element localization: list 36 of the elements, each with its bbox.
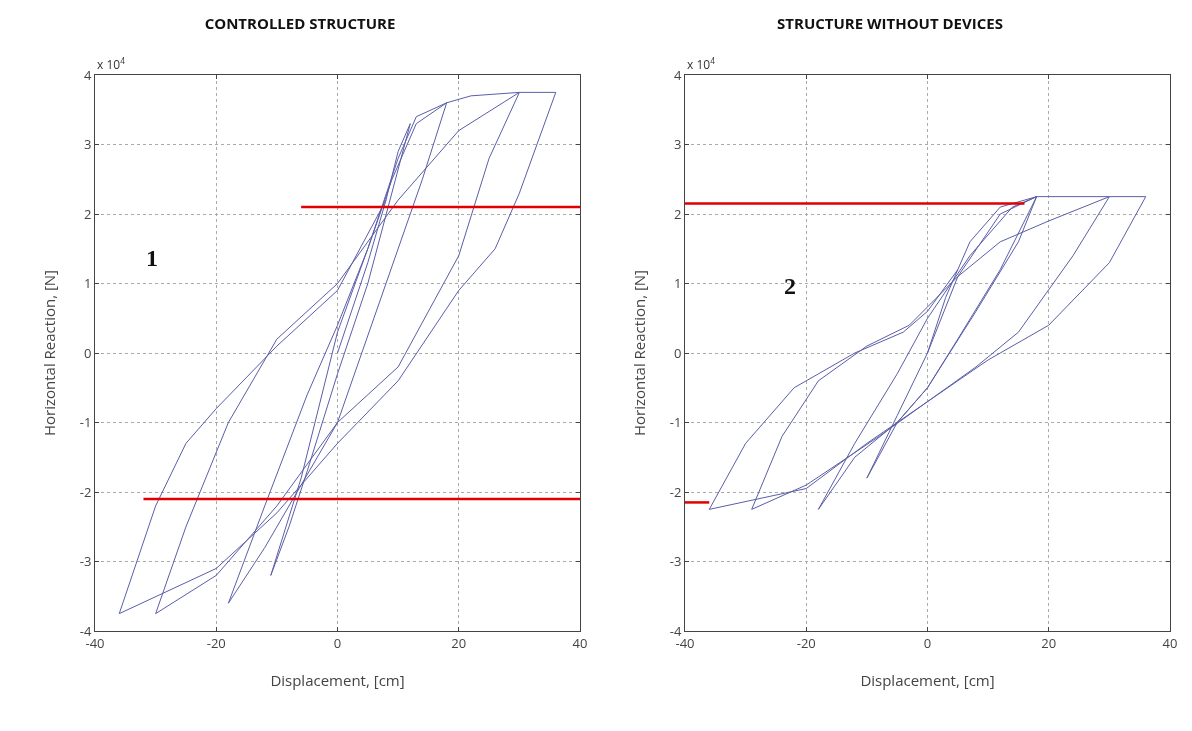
y-tick-label: 2 [83,204,92,223]
y-tick-label: -1 [79,413,92,432]
text: x 10$^{4}$ [687,55,716,74]
annotation: 2 [784,273,796,299]
x-tick-label: 40 [1162,633,1178,652]
x-axis-title: Displacement, [cm] [860,670,995,690]
chart-title: STRUCTURE WITHOUT DEVICES [777,12,1003,33]
x-axis-title: Displacement, [cm] [270,670,405,690]
y-axis-title: Horizontal Reaction, [N] [39,269,59,437]
y-tick-label: -1 [669,413,682,432]
chart-title: CONTROLLED STRUCTURE [204,12,396,33]
y-tick-label: 1 [83,274,92,293]
x-tick-label: 40 [572,633,588,652]
y-tick-label: 1 [673,274,682,293]
y-tick-label: -2 [669,482,682,501]
x-tick-label: -20 [206,633,226,652]
x-tick-label: 20 [1041,633,1057,652]
annotation: 1 [146,245,158,271]
y-tick-label: -2 [79,482,92,501]
y-axis-title: Horizontal Reaction, [N] [629,269,649,437]
y-tick-label: 0 [83,343,92,362]
line-series [708,196,1147,510]
y-tick-label: 4 [83,65,92,84]
line-series [118,91,557,615]
x-tick-label: 0 [333,633,342,652]
x-tick-label: -20 [796,633,816,652]
x-tick-label: 20 [451,633,467,652]
y-tick-label: 0 [673,343,682,362]
y-tick-label: 3 [673,135,682,154]
text: x 10$^{4}$ [97,55,126,74]
y-tick-label: 3 [83,135,92,154]
y-tick-label: 2 [673,204,682,223]
y-tick-label: 4 [673,65,682,84]
y-tick-label: -3 [79,552,92,571]
x-tick-label: 0 [923,633,932,652]
y-tick-label: -3 [669,552,682,571]
